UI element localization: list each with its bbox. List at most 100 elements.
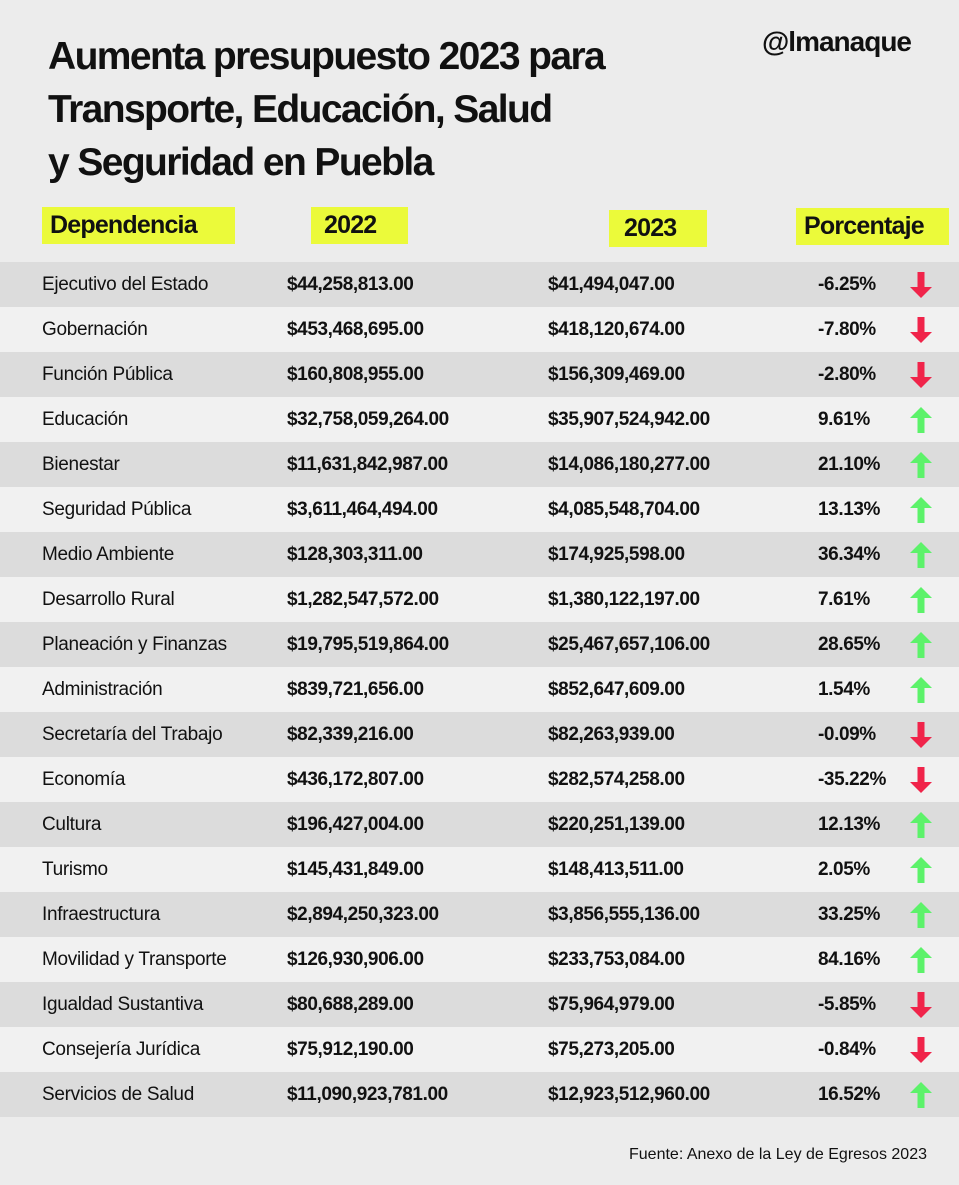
arrow-up-icon: [909, 847, 933, 892]
percentage-cell: 12.13%: [818, 814, 881, 835]
dependencia-cell: Función Pública: [42, 364, 173, 385]
table-row: Movilidad y Transporte $126,930,906.00 $23…: [0, 937, 959, 982]
dependencia-cell: Turismo: [42, 859, 108, 880]
budget-2022-cell: $19,795,519,864.00: [287, 634, 449, 655]
title-line: Aumenta presupuesto 2023 para: [48, 35, 606, 78]
dependencia-cell: Movilidad y Transporte: [42, 949, 227, 970]
table-row: Desarrollo Rural $1,282,547,572.00 $1,380,…: [0, 577, 959, 622]
budget-2023-cell: $156,309,469.00: [548, 364, 685, 385]
budget-2022-cell: $3,611,464,494.00: [287, 499, 438, 520]
percentage-cell: -7.80%: [818, 319, 876, 340]
percentage-cell: 7.61%: [818, 589, 870, 610]
dependencia-cell: Seguridad Pública: [42, 499, 192, 520]
budget-2023-cell: $25,467,657,106.00: [548, 634, 710, 655]
budget-2022-cell: $82,339,216.00: [287, 724, 414, 745]
table-row: Seguridad Pública $3,611,464,494.00 $4,085…: [0, 487, 959, 532]
budget-2022-cell: $11,090,923,781.00: [287, 1084, 448, 1105]
budget-2022-cell: $2,894,250,323.00: [287, 904, 439, 925]
header-2023: 2023: [609, 210, 707, 247]
dependencia-cell: Medio Ambiente: [42, 544, 175, 565]
budget-2022-cell: $436,172,807.00: [287, 769, 424, 790]
arrow-down-icon: [909, 352, 933, 397]
percentage-cell: 36.34%: [818, 544, 881, 565]
table-row: Igualdad Sustantiva $80,688,289.00 $75,964…: [0, 982, 959, 1027]
budget-2022-cell: $1,282,547,572.00: [287, 589, 439, 610]
table-row: Infraestructura $2,894,250,323.00 $3,856,5…: [0, 892, 959, 937]
percentage-cell: 2.05%: [818, 859, 870, 880]
budget-2023-cell: $418,120,674.00: [548, 319, 685, 340]
dependencia-cell: Educación: [42, 409, 129, 430]
dependencia-cell: Cultura: [42, 814, 102, 835]
arrow-up-icon: [909, 937, 933, 982]
budget-2022-cell: $44,258,813.00: [287, 274, 414, 295]
arrow-up-icon: [909, 667, 933, 712]
dependencia-cell: Servicios de Salud: [42, 1084, 194, 1105]
table-row: Función Pública $160,808,955.00 $156,309,4…: [0, 352, 959, 397]
percentage-cell: 16.52%: [818, 1084, 881, 1105]
budget-2022-cell: $145,431,849.00: [287, 859, 424, 880]
title-line: Transporte, Educación, Salud: [48, 88, 553, 131]
budget-2022-cell: $128,303,311.00: [287, 544, 423, 565]
dependencia-cell: Infraestructura: [42, 904, 160, 925]
arrow-up-icon: [909, 1072, 933, 1117]
budget-2023-cell: $35,907,524,942.00: [548, 409, 710, 430]
arrow-down-icon: [909, 262, 933, 307]
percentage-cell: 1.54%: [818, 679, 870, 700]
arrow-down-icon: [909, 1027, 933, 1072]
budget-2022-cell: $453,468,695.00: [287, 319, 424, 340]
budget-2023-cell: $4,085,548,704.00: [548, 499, 700, 520]
table-row: Cultura $196,427,004.00 $220,251,139.00 12.…: [0, 802, 959, 847]
dependencia-cell: Administración: [42, 679, 163, 700]
budget-2023-cell: $852,647,609.00: [548, 679, 685, 700]
arrow-up-icon: [909, 487, 933, 532]
budget-2023-cell: $41,494,047.00: [548, 274, 675, 295]
budget-2023-cell: $233,753,084.00: [548, 949, 685, 970]
budget-table: Ejecutivo del Estado $44,258,813.00 $41,49…: [0, 262, 959, 1117]
arrow-down-icon: [909, 307, 933, 352]
budget-2023-cell: $3,856,555,136.00: [548, 904, 700, 925]
brand-logo: @lmanaque: [762, 26, 912, 57]
percentage-cell: 33.25%: [818, 904, 881, 925]
percentage-cell: 9.61%: [818, 409, 870, 430]
arrow-up-icon: [909, 802, 933, 847]
header-2022: 2022: [311, 207, 408, 244]
budget-2023-cell: $75,273,205.00: [548, 1039, 675, 1060]
percentage-cell: -5.85%: [818, 994, 876, 1015]
title-line: y Seguridad en Puebla: [48, 141, 434, 184]
budget-2022-cell: $196,427,004.00: [287, 814, 424, 835]
table-row: Turismo $145,431,849.00 $148,413,511.00 2.0…: [0, 847, 959, 892]
arrow-up-icon: [909, 892, 933, 937]
percentage-cell: 84.16%: [818, 949, 881, 970]
percentage-cell: 28.65%: [818, 634, 881, 655]
arrow-up-icon: [909, 397, 933, 442]
budget-2023-cell: $75,964,979.00: [548, 994, 675, 1015]
table-row: Consejería Jurídica $75,912,190.00 $75,273…: [0, 1027, 959, 1072]
budget-2023-cell: $174,925,598.00: [548, 544, 685, 565]
dependencia-cell: Ejecutivo del Estado: [42, 274, 209, 295]
budget-2022-cell: $160,808,955.00: [287, 364, 424, 385]
budget-2022-cell: $32,758,059,264.00: [287, 409, 449, 430]
source-note: Fuente: Anexo de la Ley de Egresos 2023: [629, 1146, 927, 1163]
percentage-cell: -2.80%: [818, 364, 876, 385]
page-title: Aumenta presupuesto 2023 para Transporte…: [48, 30, 606, 189]
table-row: Servicios de Salud $11,090,923,781.00 $12,…: [0, 1072, 959, 1117]
header-porcentaje: Porcentaje: [796, 208, 949, 245]
table-row: Medio Ambiente $128,303,311.00 $174,925,59…: [0, 532, 959, 577]
table-row: Bienestar $11,631,842,987.00 $14,086,180,2…: [0, 442, 959, 487]
dependencia-cell: Desarrollo Rural: [42, 589, 175, 610]
arrow-up-icon: [909, 622, 933, 667]
dependencia-cell: Gobernación: [42, 319, 148, 340]
budget-2022-cell: $80,688,289.00: [287, 994, 414, 1015]
table-row: Gobernación $453,468,695.00 $418,120,674.0…: [0, 307, 959, 352]
budget-2023-cell: $282,574,258.00: [548, 769, 685, 790]
arrow-down-icon: [909, 712, 933, 757]
budget-2023-cell: $1,380,122,197.00: [548, 589, 700, 610]
budget-2023-cell: $220,251,139.00: [548, 814, 685, 835]
dependencia-cell: Economía: [42, 769, 126, 790]
percentage-cell: -0.84%: [818, 1039, 876, 1060]
header-dependencia: Dependencia: [42, 207, 235, 244]
percentage-cell: 13.13%: [818, 499, 881, 520]
table-row: Educación $32,758,059,264.00 $35,907,524,9…: [0, 397, 959, 442]
dependencia-cell: Igualdad Sustantiva: [42, 994, 204, 1015]
budget-2023-cell: $82,263,939.00: [548, 724, 675, 745]
